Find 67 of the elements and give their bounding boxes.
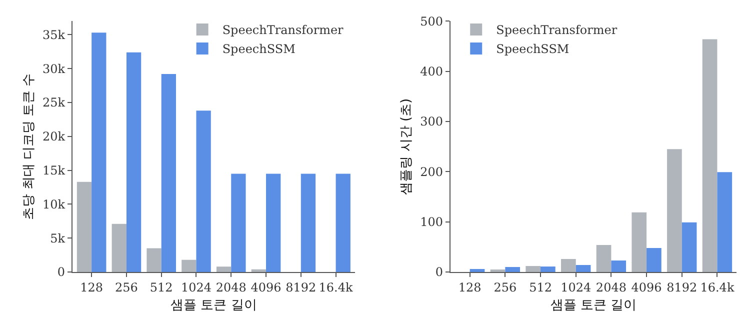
legend-label: SpeechTransformer	[222, 23, 344, 38]
x-tick-label: 256	[115, 280, 138, 294]
y-tick-label: 200	[420, 164, 443, 179]
bar	[632, 212, 647, 272]
bar	[667, 149, 682, 272]
x-tick-label: 2048	[596, 280, 626, 294]
y-tick-label: 20k	[42, 130, 66, 144]
x-tick-label: 16.4k	[700, 280, 735, 294]
y-tick-label: 0	[435, 265, 443, 280]
bar	[126, 52, 142, 272]
bar	[216, 266, 232, 272]
bar	[702, 39, 718, 272]
bar	[266, 174, 281, 272]
bar	[561, 258, 576, 272]
y-tick-label: 400	[420, 64, 443, 78]
x-tick-label: 512	[150, 280, 173, 294]
y-axis-title: 초당 최대 디코딩 토큰 수	[21, 73, 36, 220]
bar	[161, 74, 176, 272]
x-tick-label: 256	[494, 280, 517, 294]
bar	[112, 224, 126, 272]
bar	[505, 267, 520, 272]
bar	[490, 270, 506, 272]
bar	[526, 266, 541, 272]
x-tick-label: 16.4k	[318, 280, 354, 294]
x-tick-label: 8192	[666, 280, 698, 294]
y-tick-label: 5k	[50, 231, 66, 246]
bar	[231, 174, 246, 272]
x-tick-label: 4096	[250, 280, 282, 294]
y-tick-label: 100	[420, 215, 443, 230]
y-tick-label: 0	[57, 265, 65, 280]
bar	[146, 248, 162, 272]
x-tick-label: 128	[80, 280, 104, 294]
x-tick-label: 512	[529, 280, 552, 294]
bar	[336, 174, 350, 272]
y-tick-label: 35k	[42, 28, 66, 42]
bar	[76, 182, 92, 272]
x-tick-label: 4096	[631, 280, 662, 294]
x-axis-title: 샘플 토큰 길이	[550, 298, 637, 314]
x-tick-label: 1024	[180, 280, 212, 294]
bar	[596, 244, 612, 272]
bar	[646, 248, 662, 272]
y-tick-label: 10k	[42, 197, 66, 212]
bar	[300, 174, 316, 272]
bar	[182, 260, 196, 272]
x-axis-title: 샘플 토큰 길이	[170, 298, 257, 314]
x-tick-label: 2048	[216, 280, 246, 294]
legend-label: SpeechSSM	[222, 42, 296, 56]
y-tick-label: 300	[420, 114, 443, 129]
bar	[540, 266, 556, 272]
bar	[717, 172, 732, 272]
x-tick-label: 8192	[286, 280, 316, 294]
bar	[470, 269, 485, 272]
bar	[92, 32, 106, 272]
y-tick-label: 25k	[42, 96, 66, 110]
bar	[682, 222, 697, 272]
bar	[251, 269, 266, 272]
bar	[576, 265, 591, 272]
x-tick-label: 1024	[560, 280, 592, 294]
y-tick-label: 30k	[42, 62, 66, 76]
bar	[196, 110, 211, 272]
x-tick-label: 128	[458, 280, 482, 294]
y-tick-label: 500	[420, 14, 443, 28]
y-axis-title: 샘플링 시간 (초)	[399, 98, 414, 195]
y-tick-label: 15k	[42, 164, 66, 178]
legend-label: SpeechTransformer	[496, 23, 618, 38]
legend-label: SpeechSSM	[496, 42, 570, 56]
bar	[611, 260, 626, 272]
